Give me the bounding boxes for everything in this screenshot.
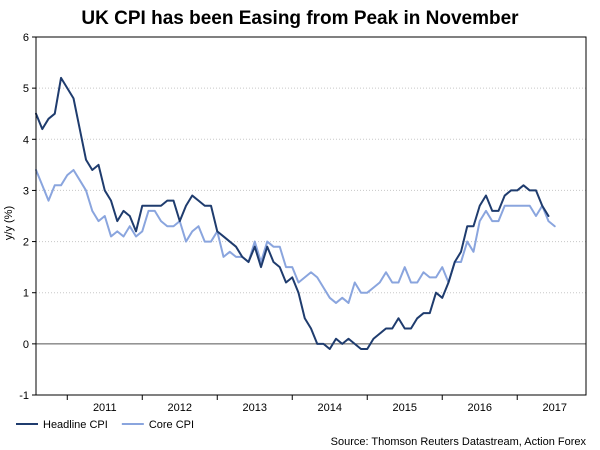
y-tick-label: -1 [19,390,29,402]
y-gridlines [36,36,586,396]
x-axis-ticks: 2011 2012 2013 2014 2015 2016 2017 [66,395,567,414]
x-tick-label: 2016 [467,402,491,414]
y-tick-label: 1 [23,288,29,300]
chart-title: UK CPI has been Easing from Peak in Nove… [81,8,519,29]
x-tick-label: 2013 [243,402,267,414]
x-tick-label: 2011 [93,402,117,414]
series-line-core-cpi [35,168,556,304]
series-line-headline-cpi [35,76,550,350]
y-tick-label: 3 [23,185,29,197]
y-tick-label: 0 [23,339,29,351]
x-tick-label: 2014 [318,402,342,414]
legend-label-core-cpi: Core CPI [149,419,194,431]
legend: Headline CPI Core CPI [16,419,194,431]
legend-label-headline-cpi: Headline CPI [43,419,108,431]
x-tick-label: 2015 [392,402,416,414]
y-axis-label: y/y (%) [3,206,15,240]
plot-frame [35,36,587,396]
series-lines [35,76,556,350]
y-tick-label: 2 [23,237,29,249]
y-tick-label: 5 [23,83,29,95]
y-tick-label: 6 [23,32,29,44]
x-tick-label: 2017 [542,402,566,414]
x-tick-label: 2012 [168,402,192,414]
y-tick-label: 4 [23,134,29,146]
source-note: Source: Thomson Reuters Datastream, Acti… [331,436,587,448]
y-axis-ticks: -1 0 1 2 3 4 5 6 [19,32,36,402]
